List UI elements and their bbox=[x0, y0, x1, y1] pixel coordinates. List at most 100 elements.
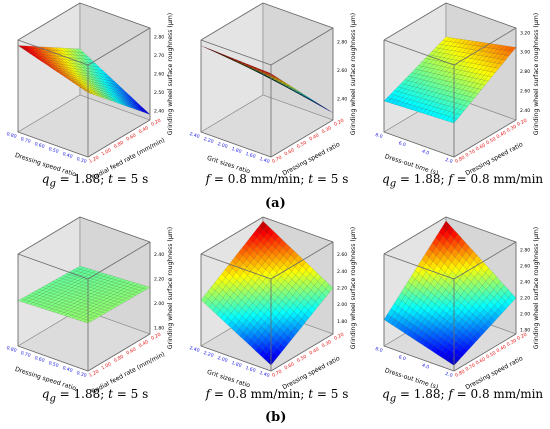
z-tick-label: 2.00 bbox=[520, 312, 530, 318]
caption-param1-subscript: g bbox=[389, 393, 397, 405]
caption-param1-subscript: g bbox=[389, 178, 397, 190]
caption-b2: f = 0.8 mm/min; t = 5 s bbox=[202, 387, 352, 401]
z-tick-label: 2.40 bbox=[337, 269, 347, 275]
caption-param2-value: = 0.8 mm/min bbox=[452, 172, 544, 186]
y-tick-label: 0.40 bbox=[495, 344, 507, 354]
y-tick-label: 1.20 bbox=[88, 155, 100, 165]
z-tick-label: 2.00 bbox=[154, 301, 164, 307]
z-tick-label: 2.60 bbox=[337, 68, 347, 74]
z-tick-label: 3.20 bbox=[520, 30, 530, 36]
z-tick-label: 2.20 bbox=[337, 286, 347, 292]
surface-chart-a1: 0.800.700.600.500.400.30 1.201.000.800.60… bbox=[6, 2, 174, 181]
caption-param1-value: = 1.88; bbox=[396, 172, 449, 186]
y-tick-label: 1.20 bbox=[88, 369, 100, 379]
x-tick-label: 2.40 bbox=[189, 345, 201, 354]
y-tick-label: 1.00 bbox=[101, 147, 113, 157]
x-tick-label: 0.70 bbox=[20, 350, 32, 359]
caption-param2: f bbox=[448, 387, 453, 401]
y-tick-label: 0.70 bbox=[464, 148, 476, 158]
caption-param2: t bbox=[108, 387, 113, 401]
caption-param1-value: = 1.88; bbox=[396, 387, 449, 401]
y-tick-label: 0.60 bbox=[284, 147, 296, 157]
y-tick-label: 0.50 bbox=[485, 136, 497, 146]
surface-mesh bbox=[17, 266, 151, 324]
x-tick-label: 0.30 bbox=[76, 370, 88, 379]
y-tick-label: 0.20 bbox=[333, 332, 345, 342]
x-tick-label: 0.70 bbox=[20, 136, 32, 145]
caption-param1-subscript: g bbox=[49, 178, 56, 190]
z-tick-label: 2.70 bbox=[154, 53, 164, 59]
caption-param2: t bbox=[308, 387, 314, 401]
x-tick-label: 2.0 bbox=[444, 157, 453, 165]
chart-panel-b3: 8.0 6.0 4.0 2.0 0.80 0.70 0.60 0.50 0.40 0.30 0.20… bbox=[366, 214, 549, 391]
surface-chart-b3: 8.0 6.0 4.0 2.0 0.800.700.600.500.400.300.20… bbox=[374, 216, 540, 391]
z-tick-label: 1.80 bbox=[154, 325, 164, 331]
x-tick-label: 2.40 bbox=[189, 131, 201, 140]
caption-param1: q bbox=[382, 387, 390, 401]
y-tick-label: 0.60 bbox=[125, 346, 137, 356]
surface-chart-a3: 8.0 6.0 4.0 2.0 0.800.700.600.500.400.300.20… bbox=[374, 2, 540, 177]
y-tick-label: 0.60 bbox=[475, 142, 487, 152]
z-tick-label: 2.00 bbox=[337, 302, 347, 308]
z-tick-label: 2.40 bbox=[154, 252, 164, 258]
x-tick-label: 1.60 bbox=[245, 151, 257, 160]
z-tick-label: 2.80 bbox=[520, 69, 530, 75]
y-tick-label: 0.60 bbox=[125, 132, 137, 142]
y-tick-label: 0.80 bbox=[454, 369, 466, 379]
caption-param1-value: = 0.8 mm/min; bbox=[210, 172, 309, 186]
y-tick-label: 0.30 bbox=[506, 338, 518, 348]
z-axis-label: Grinding wheel surface roughness (μm) bbox=[533, 13, 540, 135]
caption-param1-value: = 1.88; bbox=[55, 387, 109, 401]
x-tick-label: 0.80 bbox=[6, 131, 18, 140]
y-tick-label: 0.30 bbox=[321, 339, 333, 349]
x-tick-label: 8.0 bbox=[374, 346, 383, 354]
y-tick-label: 0.70 bbox=[271, 155, 283, 165]
y-tick-label: 0.50 bbox=[485, 350, 497, 360]
caption-param2-value: = 5 s bbox=[313, 387, 349, 401]
x-tick-label: 0.50 bbox=[48, 360, 60, 369]
caption-param2-value: = 5 s bbox=[112, 387, 149, 401]
caption-param1-value: = 1.88; bbox=[55, 172, 109, 186]
x-tick-label: 2.20 bbox=[203, 350, 215, 359]
y-tick-label: 0.40 bbox=[138, 339, 150, 349]
surface-mesh bbox=[17, 45, 151, 115]
caption-b3: qg = 1.88; f = 0.8 mm/min bbox=[382, 387, 544, 405]
y-tick-label: 0.70 bbox=[464, 362, 476, 372]
x-tick-label: 0.60 bbox=[34, 355, 46, 364]
z-tick-label: 2.60 bbox=[337, 252, 347, 258]
z-tick-label: 2.60 bbox=[520, 264, 530, 270]
y-tick-label: 0.20 bbox=[516, 332, 528, 342]
caption-param2: t bbox=[108, 172, 113, 186]
y-tick-label: 0.60 bbox=[475, 356, 487, 366]
caption-param1: q bbox=[382, 172, 390, 186]
subfigure-label-a: (a) bbox=[265, 196, 286, 211]
caption-param2-value: = 0.8 mm/min bbox=[452, 387, 544, 401]
x-tick-label: 0.80 bbox=[6, 345, 18, 354]
y-tick-label: 0.30 bbox=[321, 125, 333, 135]
z-tick-label: 2.40 bbox=[337, 96, 347, 102]
x-tick-label: 0.40 bbox=[62, 151, 74, 160]
z-tick-label: 2.20 bbox=[520, 296, 530, 302]
x-tick-label: 0.50 bbox=[48, 146, 60, 155]
x-tick-label: 4.0 bbox=[421, 149, 430, 157]
z-tick-label: 2.50 bbox=[154, 90, 164, 96]
surface-chart-b1: 0.800.700.600.500.400.30 1.201.000.800.60… bbox=[6, 216, 174, 395]
y-axis-label: Dressing speed ratio bbox=[464, 355, 524, 391]
z-tick-label: 1.80 bbox=[520, 328, 530, 334]
caption-param1-value: = 0.8 mm/min; bbox=[210, 387, 309, 401]
chart-panel-b1: 0.80 0.70 0.60 0.50 0.40 0.30 1.20 1.00 0.80 0.60… bbox=[0, 214, 183, 395]
x-tick-label: 4.0 bbox=[421, 363, 430, 371]
x-tick-label: 8.0 bbox=[374, 132, 383, 140]
y-tick-label: 0.80 bbox=[113, 140, 125, 150]
y-tick-label: 0.50 bbox=[296, 354, 308, 364]
z-tick-label: 3.00 bbox=[520, 50, 530, 56]
y-tick-label: 0.40 bbox=[308, 346, 320, 356]
x-tick-label: 2.00 bbox=[217, 355, 229, 364]
caption-a2: f = 0.8 mm/min; t = 5 s bbox=[202, 172, 352, 186]
y-tick-label: 0.60 bbox=[284, 361, 296, 371]
caption-param1: q bbox=[41, 172, 50, 186]
surface-chart-b2: 2.402.202.001.801.601.40 0.700.600.500.40… bbox=[189, 216, 357, 391]
y-tick-label: 0.30 bbox=[506, 124, 518, 134]
x-tick-label: 1.40 bbox=[259, 156, 271, 165]
y-tick-label: 0.20 bbox=[333, 118, 345, 128]
